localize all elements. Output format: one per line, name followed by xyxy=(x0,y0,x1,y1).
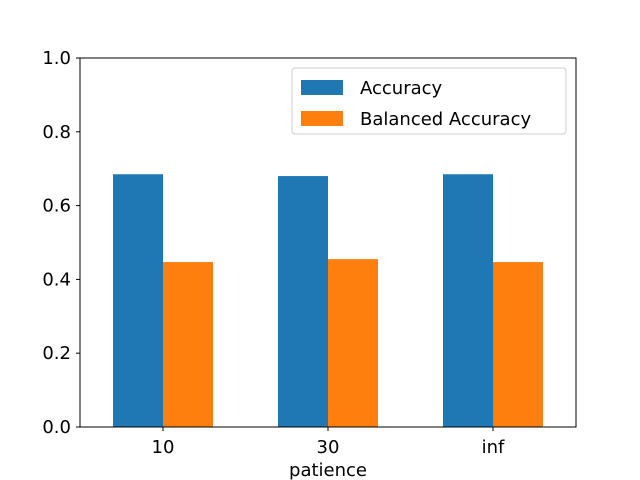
x-tick-label: 30 xyxy=(317,437,340,458)
y-axis: 0.0 0.2 0.4 0.6 0.8 1.0 xyxy=(42,48,80,438)
y-tick-label: 0.4 xyxy=(42,269,71,290)
x-axis: 10 30 inf xyxy=(152,427,505,458)
bar-balanced-accuracy-30 xyxy=(328,259,378,427)
y-tick-label: 0.0 xyxy=(42,417,71,438)
x-axis-label: patience xyxy=(289,460,367,480)
bar-accuracy-30 xyxy=(278,176,328,427)
bar-balanced-accuracy-10 xyxy=(163,262,213,427)
bar-accuracy-10 xyxy=(113,174,163,427)
legend-label-accuracy: Accuracy xyxy=(360,78,443,99)
bars-group xyxy=(113,174,543,427)
bar-balanced-accuracy-inf xyxy=(493,262,543,427)
legend-swatch-balanced-accuracy xyxy=(301,111,343,126)
x-tick-label: 10 xyxy=(152,437,175,458)
x-tick-label: inf xyxy=(482,437,505,458)
y-tick-label: 0.2 xyxy=(42,343,71,364)
legend-swatch-accuracy xyxy=(301,80,343,95)
legend: Accuracy Balanced Accuracy xyxy=(291,67,567,135)
bar-accuracy-inf xyxy=(443,174,493,427)
legend-label-balanced-accuracy: Balanced Accuracy xyxy=(360,109,531,130)
legend-box xyxy=(291,67,567,135)
y-tick-label: 0.6 xyxy=(42,196,71,217)
y-tick-label: 1.0 xyxy=(42,48,71,69)
y-tick-label: 0.8 xyxy=(42,122,71,143)
